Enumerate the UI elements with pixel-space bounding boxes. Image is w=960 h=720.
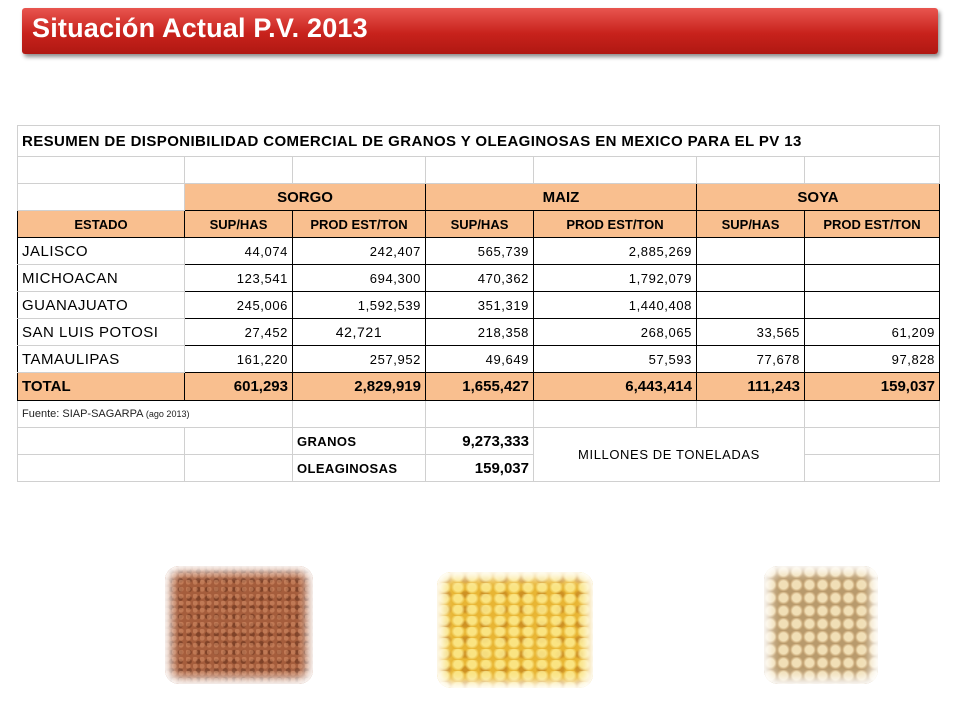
column-header-maiz-prod: PROD EST/TON (533, 210, 697, 238)
slide-title: Situación Actual P.V. 2013 (32, 13, 368, 43)
sorgo-prod-value: 1,592,539 (292, 291, 426, 319)
slide-title-bar: Situación Actual P.V. 2013 (22, 8, 938, 54)
maiz-prod-value: 1,440,408 (533, 291, 697, 319)
oleaginosas-value: 159,037 (425, 454, 534, 482)
column-header-soya-prod: PROD EST/TON (804, 210, 940, 238)
maiz-prod-value: 2,885,269 (533, 237, 697, 265)
soya-bean-photo (764, 566, 878, 684)
table-heading: RESUMEN DE DISPONIBILIDAD COMERCIAL DE G… (17, 125, 940, 157)
soya-sup-value (696, 237, 805, 265)
source-label: Fuente: SIAP-SAGARPA (22, 408, 143, 420)
total-soya-prod: 159,037 (804, 372, 940, 401)
source-date: (ago 2013) (145, 409, 190, 419)
soya-prod-value (804, 237, 940, 265)
table-row: MICHOACAN 123,541 694,300 470,362 1,792,… (17, 264, 940, 292)
source-note: Fuente: SIAP-SAGARPA (ago 2013) (17, 400, 293, 428)
sorgo-grain-photo (165, 566, 313, 684)
sorgo-sup-value: 27,452 (184, 318, 293, 346)
empty-cell (17, 183, 185, 211)
sorgo-prod-value: 242,407 (292, 237, 426, 265)
total-maiz-sup: 1,655,427 (425, 372, 534, 401)
state-name: SAN LUIS POTOSI (17, 318, 185, 346)
granos-value: 9,273,333 (425, 427, 534, 455)
maiz-sup-value: 49,649 (425, 345, 534, 373)
maiz-prod-value: 268,065 (533, 318, 697, 346)
total-soya-sup: 111,243 (696, 372, 805, 401)
total-maiz-prod: 6,443,414 (533, 372, 697, 401)
table-row: TAMAULIPAS 161,220 257,952 49,649 57,593… (17, 345, 940, 373)
maiz-sup-value: 218,358 (425, 318, 534, 346)
table-row: GUANAJUATO 245,006 1,592,539 351,319 1,4… (17, 291, 940, 319)
soya-sup-value (696, 264, 805, 292)
sorgo-sup-value: 245,006 (184, 291, 293, 319)
resumen-table: RESUMEN DE DISPONIBILIDAD COMERCIAL DE G… (17, 125, 940, 482)
granos-label: GRANOS (292, 427, 426, 455)
soya-sup-value (696, 291, 805, 319)
soya-sup-value: 77,678 (696, 345, 805, 373)
maiz-grain-photo (437, 572, 593, 688)
units-label: MILLONES DE TONELADAS (533, 427, 805, 482)
soya-sup-value: 33,565 (696, 318, 805, 346)
soya-prod-value: 61,209 (804, 318, 940, 346)
column-header-estado: ESTADO (17, 210, 185, 238)
group-header-maiz: MAIZ (425, 183, 697, 211)
column-header-sorgo-sup: SUP/HAS (184, 210, 293, 238)
maiz-prod-value: 57,593 (533, 345, 697, 373)
column-header-soya-sup: SUP/HAS (696, 210, 805, 238)
column-header-maiz-sup: SUP/HAS (425, 210, 534, 238)
soya-prod-value: 97,828 (804, 345, 940, 373)
oleaginosas-label: OLEAGINOSAS (292, 454, 426, 482)
maiz-prod-value: 1,792,079 (533, 264, 697, 292)
sorgo-sup-value: 161,220 (184, 345, 293, 373)
soya-prod-value (804, 291, 940, 319)
state-name: MICHOACAN (17, 264, 185, 292)
state-name: TAMAULIPAS (17, 345, 185, 373)
table-row: JALISCO 44,074 242,407 565,739 2,885,269 (17, 237, 940, 265)
group-header-soya: SOYA (696, 183, 940, 211)
maiz-sup-value: 470,362 (425, 264, 534, 292)
sorgo-prod-value: 694,300 (292, 264, 426, 292)
maiz-sup-value: 565,739 (425, 237, 534, 265)
soya-prod-value (804, 264, 940, 292)
sorgo-prod-value: 42,721 (292, 318, 426, 346)
sorgo-sup-value: 123,541 (184, 264, 293, 292)
total-sorgo-prod: 2,829,919 (292, 372, 426, 401)
group-header-sorgo: SORGO (184, 183, 426, 211)
state-name: GUANAJUATO (17, 291, 185, 319)
total-label: TOTAL (17, 372, 185, 401)
sorgo-sup-value: 44,074 (184, 237, 293, 265)
total-row: TOTAL 601,293 2,829,919 1,655,427 6,443,… (17, 372, 940, 401)
total-sorgo-sup: 601,293 (184, 372, 293, 401)
table-row: SAN LUIS POTOSI 27,452 42,721 218,358 26… (17, 318, 940, 346)
column-header-sorgo-prod: PROD EST/TON (292, 210, 426, 238)
sorgo-prod-value: 257,952 (292, 345, 426, 373)
state-name: JALISCO (17, 237, 185, 265)
maiz-sup-value: 351,319 (425, 291, 534, 319)
